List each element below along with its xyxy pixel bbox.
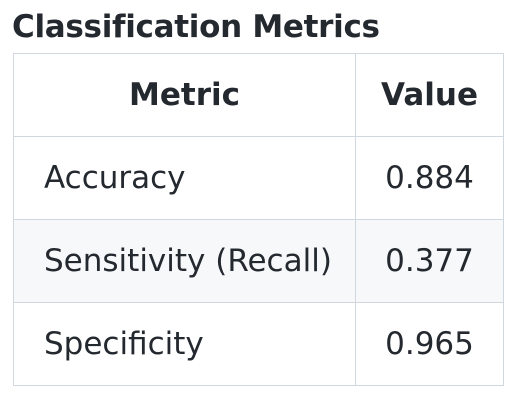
- table-caption: Classification Metrics: [12, 9, 380, 45]
- metric-value-cell: 0.377: [355, 219, 504, 303]
- metric-name-cell: Accuracy: [13, 136, 356, 220]
- metric-name-cell: Sensitivity (Recall): [13, 219, 356, 303]
- metric-value-cell: 0.884: [355, 136, 504, 220]
- table-header: Metric Value: [13, 53, 504, 137]
- header-row: Metric Value: [13, 53, 504, 137]
- metric-value-cell: 0.965: [355, 302, 504, 386]
- column-header-metric: Metric: [13, 53, 356, 137]
- table-row: Specificity 0.965: [13, 302, 504, 386]
- metric-name-cell: Specificity: [13, 302, 356, 386]
- table-body: Accuracy 0.884 Sensitivity (Recall) 0.37…: [13, 136, 504, 386]
- metrics-table: Metric Value Accuracy 0.884 Sensitivity …: [13, 53, 504, 386]
- column-header-value: Value: [355, 53, 504, 137]
- table-row: Accuracy 0.884: [13, 136, 504, 220]
- table-row: Sensitivity (Recall) 0.377: [13, 219, 504, 303]
